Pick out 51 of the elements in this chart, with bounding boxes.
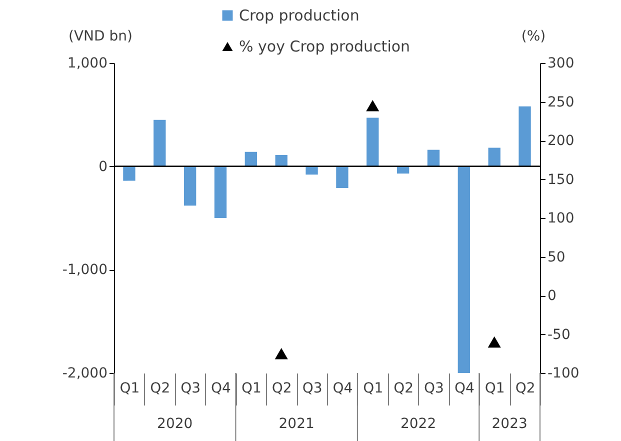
y2-axis-title: (%): [521, 28, 546, 44]
x-tick-label: Q1: [241, 380, 262, 396]
x-tick-label: Q2: [272, 380, 292, 396]
bar: [427, 150, 440, 166]
y-tick-label: -2,000: [62, 366, 108, 382]
legend-label: Crop production: [239, 6, 360, 24]
x-tick-label: Q3: [180, 380, 201, 396]
y2-tick-label: 200: [548, 133, 574, 149]
y-axis-title: (VND bn): [68, 28, 132, 44]
x-tick-label: Q4: [454, 380, 474, 396]
x-tick-label: Q1: [120, 380, 140, 396]
text: 2021: [278, 416, 314, 432]
bar: [366, 118, 379, 166]
y2-tick-label: 0: [548, 288, 556, 304]
point: [488, 336, 501, 348]
bar: [458, 166, 470, 373]
x-tick-label: Q2: [150, 380, 170, 396]
y2-tick-label: 150: [548, 172, 574, 188]
text: 2023: [492, 416, 528, 432]
y2-tick-label: 300: [548, 56, 574, 72]
x-tick-label: Q2: [515, 380, 536, 396]
x-tick-label: Q3: [424, 380, 444, 396]
x-tick-label: Q4: [332, 380, 353, 396]
bar: [518, 106, 531, 166]
bar: [123, 166, 136, 181]
text: 2022: [400, 416, 436, 432]
y2-tick-label: 50: [548, 249, 566, 266]
bar: [244, 152, 258, 166]
y2-tick-label: 250: [548, 94, 574, 110]
y-tick-label: 1,000: [67, 56, 108, 72]
x-tick-label: Q1: [484, 380, 505, 396]
bar: [184, 166, 196, 206]
y-tick-label: 0: [98, 158, 108, 175]
y-tick-label: -1,000: [62, 262, 108, 278]
bar: [214, 166, 227, 218]
x-tick-label: Q4: [211, 380, 232, 396]
y2-tick-label: 100: [548, 210, 574, 226]
bar: [275, 154, 288, 166]
y2-tick-label: -50: [548, 326, 570, 343]
bar: [488, 148, 500, 166]
bar: [336, 166, 348, 188]
point: [366, 100, 380, 112]
y2-tick-label: -100: [548, 366, 580, 382]
bar: [154, 120, 166, 166]
x-tick-label: Q3: [302, 380, 322, 396]
legend-label: % yoy Crop production: [239, 38, 410, 56]
bar: [306, 166, 318, 175]
point: [274, 348, 288, 360]
text: 2020: [157, 416, 193, 432]
x-tick-label: Q1: [363, 380, 384, 396]
x-tick-label: Q2: [394, 380, 414, 396]
